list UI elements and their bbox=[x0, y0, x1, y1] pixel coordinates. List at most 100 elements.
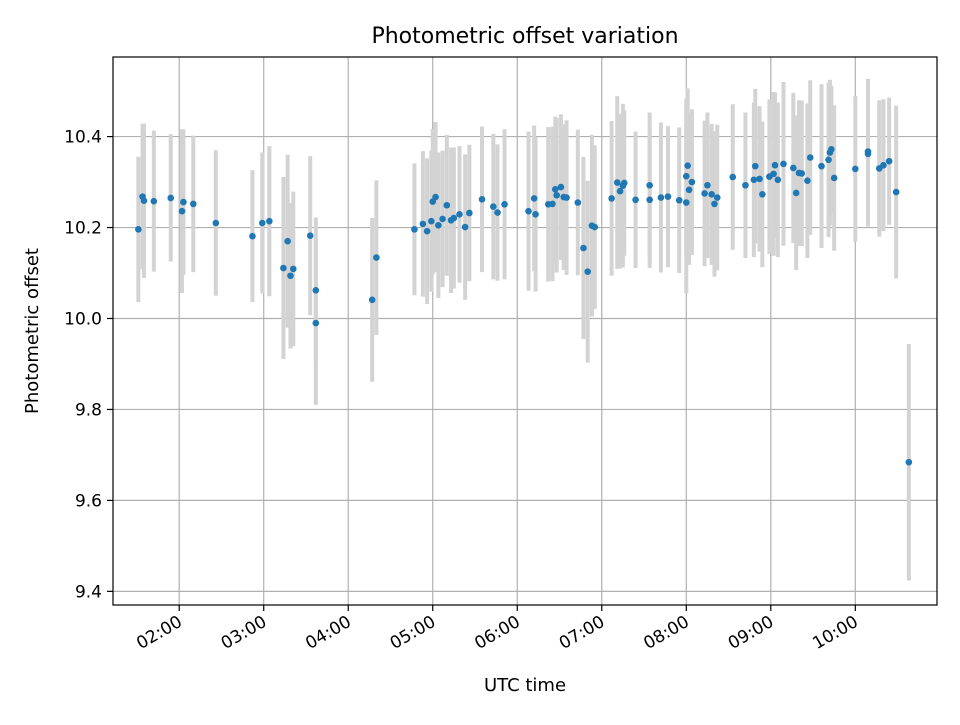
data-point bbox=[478, 196, 486, 203]
y-tick-label: 10.0 bbox=[64, 309, 102, 329]
data-point bbox=[685, 186, 693, 194]
data-point bbox=[563, 194, 570, 201]
data-point bbox=[249, 232, 256, 240]
data-point bbox=[428, 217, 435, 225]
data-point bbox=[711, 200, 718, 208]
data-point bbox=[892, 188, 900, 196]
data-point bbox=[742, 181, 749, 189]
data-point bbox=[608, 195, 615, 202]
data-point bbox=[525, 207, 532, 215]
data-point bbox=[450, 214, 458, 222]
data-point bbox=[675, 196, 683, 204]
data-point bbox=[701, 190, 708, 197]
data-point bbox=[759, 191, 766, 198]
data-point bbox=[312, 286, 320, 294]
data-point bbox=[466, 209, 473, 217]
data-point bbox=[751, 162, 759, 170]
y-tick-label: 10.2 bbox=[64, 219, 102, 239]
plot-frame bbox=[112, 56, 938, 606]
data-point bbox=[780, 160, 787, 168]
data-point bbox=[306, 232, 314, 240]
data-point bbox=[880, 161, 887, 169]
data-point bbox=[551, 186, 559, 193]
data-point bbox=[729, 173, 737, 181]
data-point bbox=[549, 200, 556, 208]
y-tick: 9.8 bbox=[75, 400, 113, 420]
data-point bbox=[616, 187, 624, 195]
x-axis-label: UTC time bbox=[484, 675, 566, 696]
data-point bbox=[790, 164, 797, 172]
y-tick-label: 9.4 bbox=[75, 582, 102, 602]
data-point bbox=[798, 170, 806, 177]
data-point bbox=[664, 193, 672, 200]
data-point bbox=[591, 223, 599, 231]
data-point bbox=[804, 177, 811, 184]
y-tick-label: 9.8 bbox=[75, 400, 102, 420]
data-point bbox=[905, 458, 913, 466]
data-point bbox=[178, 207, 186, 215]
data-point bbox=[419, 220, 427, 228]
data-point bbox=[688, 178, 696, 186]
data-point bbox=[792, 189, 800, 197]
data-point bbox=[646, 196, 653, 204]
data-point bbox=[435, 221, 442, 229]
data-point bbox=[494, 209, 501, 216]
data-point bbox=[818, 162, 825, 170]
data-point bbox=[828, 146, 835, 153]
data-point bbox=[411, 226, 418, 233]
data-point bbox=[312, 319, 320, 327]
data-point bbox=[708, 191, 715, 198]
data-point bbox=[771, 161, 779, 169]
data-point bbox=[704, 181, 711, 189]
data-point bbox=[180, 198, 187, 206]
data-point bbox=[530, 195, 538, 202]
data-point bbox=[613, 179, 621, 186]
data-point bbox=[212, 219, 220, 227]
data-point bbox=[682, 199, 690, 206]
data-point bbox=[825, 156, 832, 164]
data-point bbox=[806, 154, 814, 161]
data-point bbox=[885, 157, 893, 165]
data-point bbox=[713, 194, 721, 201]
data-point bbox=[657, 194, 665, 201]
data-point bbox=[490, 203, 497, 210]
data-point bbox=[684, 162, 691, 169]
data-point bbox=[150, 197, 158, 205]
data-point bbox=[864, 150, 872, 158]
data-point bbox=[368, 296, 376, 304]
data-point bbox=[770, 170, 777, 178]
y-tick-label: 10.4 bbox=[64, 128, 102, 148]
data-point bbox=[189, 200, 197, 208]
data-point bbox=[584, 268, 591, 275]
data-point bbox=[580, 244, 587, 252]
y-axis-ticks: 9.4 9.6 9.8 10.0 10.2 10.4 bbox=[64, 128, 113, 602]
data-points bbox=[135, 146, 913, 466]
y-tick: 10.0 bbox=[64, 309, 113, 329]
data-point bbox=[682, 172, 690, 180]
y-tick: 10.4 bbox=[64, 128, 113, 148]
data-point bbox=[852, 165, 859, 173]
y-tick: 9.6 bbox=[75, 491, 113, 511]
data-point bbox=[756, 175, 763, 183]
data-point bbox=[443, 201, 451, 209]
data-point bbox=[266, 217, 273, 225]
y-axis-label: Photometric offset bbox=[22, 248, 43, 414]
y-tick: 10.2 bbox=[64, 219, 113, 239]
data-point bbox=[280, 264, 287, 272]
data-point bbox=[284, 237, 291, 245]
data-point bbox=[621, 179, 628, 187]
data-point bbox=[553, 191, 560, 199]
data-point bbox=[423, 227, 431, 235]
data-point bbox=[289, 265, 297, 273]
data-point bbox=[456, 211, 463, 218]
data-point bbox=[167, 194, 175, 202]
data-point bbox=[461, 223, 469, 231]
data-point bbox=[373, 254, 380, 261]
data-point bbox=[135, 226, 142, 233]
data-point bbox=[432, 193, 439, 201]
data-point bbox=[501, 201, 508, 208]
data-point bbox=[439, 215, 446, 223]
data-point bbox=[750, 176, 758, 184]
data-point bbox=[646, 181, 653, 189]
